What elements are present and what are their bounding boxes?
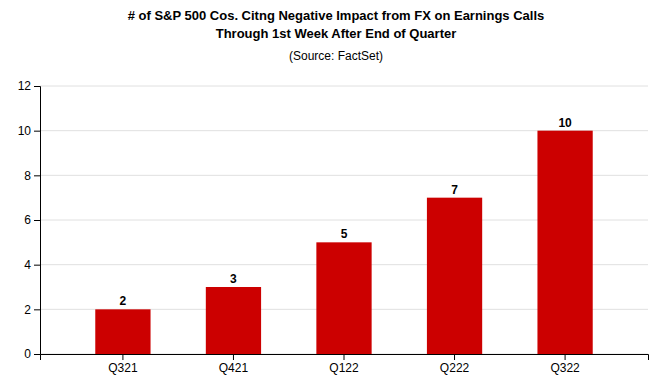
x-tick-mark — [344, 354, 345, 360]
x-tick: Q122 — [329, 354, 359, 375]
y-tick: 10 — [18, 124, 40, 138]
x-tick-mark — [454, 354, 455, 360]
grid — [40, 86, 648, 354]
y-tick-mark — [34, 86, 40, 87]
annotation: (Source: FactSet) — [289, 49, 383, 63]
y-tick: 12 — [18, 79, 40, 93]
y-tick-label: 6 — [24, 213, 31, 227]
y-tick: 8 — [24, 169, 40, 183]
y-tick-label: 0 — [24, 347, 31, 361]
y-tick-label: 2 — [24, 303, 31, 317]
y-tick-mark — [34, 220, 40, 221]
y-tick: 4 — [24, 258, 40, 272]
chart-svg: # of S&P 500 Cos. Citng Negative Impact … — [0, 0, 672, 384]
y-tick-label: 10 — [18, 124, 32, 138]
bar — [316, 242, 371, 354]
x-tick: Q421 — [219, 354, 249, 375]
x-tick: Q222 — [440, 354, 470, 375]
plot: 0 2 4 6 8 10 12 Q321 Q421 Q122 Q222 Q322 2 3 5 7 10 — [18, 79, 649, 374]
data-labels: 2 3 5 7 10 — [120, 116, 573, 309]
x-tick-label: Q122 — [329, 361, 359, 375]
x-tick: Q322 — [550, 354, 580, 375]
y-tick-mark — [34, 265, 40, 266]
x-tick-mark — [233, 354, 234, 360]
y-tick: 0 — [24, 347, 40, 361]
x-tick-label: Q322 — [550, 361, 580, 375]
y-tick-mark — [34, 309, 40, 310]
bar — [537, 131, 592, 354]
grid-line — [40, 86, 648, 87]
bar — [95, 309, 150, 354]
data-label: 10 — [558, 116, 572, 130]
y-axis-line — [34, 87, 41, 355]
x-tick-mark — [565, 354, 566, 360]
bars — [95, 131, 592, 354]
bar — [206, 287, 261, 354]
title: # of S&P 500 Cos. Citng Negative Impact … — [128, 8, 545, 23]
y-tick-mark — [34, 354, 40, 355]
y-tick-label: 12 — [18, 79, 32, 93]
bar — [427, 198, 482, 354]
data-label: 7 — [451, 183, 458, 197]
y-tick: 6 — [24, 213, 40, 227]
subtitle: Through 1st Week After End of Quarter — [216, 26, 457, 41]
x-axis: Q321 Q421 Q122 Q222 Q322 — [41, 354, 649, 375]
y-tick: 2 — [24, 303, 40, 317]
data-label: 5 — [341, 227, 348, 241]
y-tick-label: 8 — [24, 169, 31, 183]
data-label: 3 — [230, 272, 237, 286]
x-tick-mark — [122, 354, 123, 360]
y-tick-label: 4 — [24, 258, 31, 272]
y-tick-mark — [34, 175, 40, 176]
x-tick-label: Q321 — [108, 361, 138, 375]
data-label: 2 — [120, 294, 127, 308]
x-axis-line — [41, 355, 649, 361]
y-axis: 0 2 4 6 8 10 12 — [18, 79, 41, 361]
x-tick: Q321 — [108, 354, 138, 375]
x-tick-label: Q421 — [219, 361, 249, 375]
y-tick-mark — [34, 131, 40, 132]
x-tick-label: Q222 — [440, 361, 470, 375]
